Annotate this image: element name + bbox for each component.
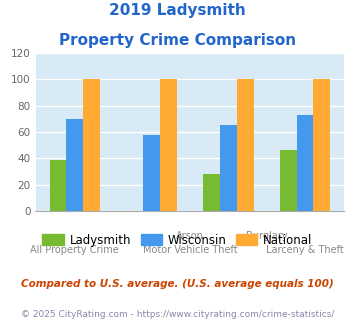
Bar xyxy=(66,119,83,211)
Text: Larceny & Theft: Larceny & Theft xyxy=(266,245,344,254)
Text: 2019 Ladysmith: 2019 Ladysmith xyxy=(109,3,246,18)
Text: Arson: Arson xyxy=(176,231,204,241)
Bar xyxy=(83,79,100,211)
Legend: Ladysmith, Wisconsin, National: Ladysmith, Wisconsin, National xyxy=(38,229,317,251)
Bar xyxy=(220,125,237,211)
Text: Burglary: Burglary xyxy=(246,231,288,241)
Text: Compared to U.S. average. (U.S. average equals 100): Compared to U.S. average. (U.S. average … xyxy=(21,279,334,289)
Text: All Property Crime: All Property Crime xyxy=(31,245,119,254)
Bar xyxy=(280,150,296,211)
Text: Property Crime Comparison: Property Crime Comparison xyxy=(59,33,296,48)
Bar xyxy=(203,174,220,211)
Bar xyxy=(296,115,313,211)
Text: Motor Vehicle Theft: Motor Vehicle Theft xyxy=(143,245,237,254)
Bar xyxy=(237,79,253,211)
Text: © 2025 CityRating.com - https://www.cityrating.com/crime-statistics/: © 2025 CityRating.com - https://www.city… xyxy=(21,310,334,319)
Bar xyxy=(143,135,160,211)
Bar xyxy=(313,79,330,211)
Bar xyxy=(160,79,177,211)
Bar xyxy=(50,160,66,211)
